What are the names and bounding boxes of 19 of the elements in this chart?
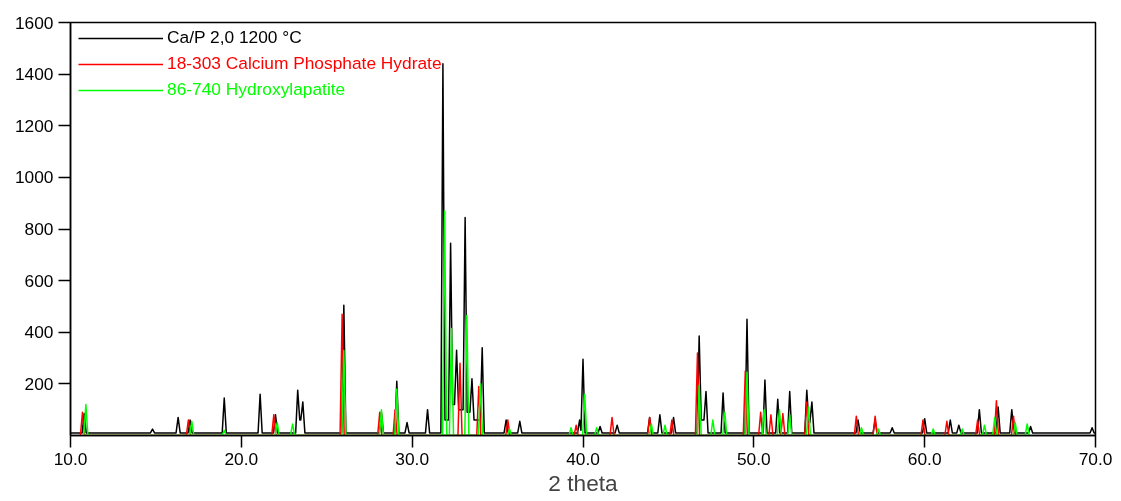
y-tick-label: 1000 xyxy=(14,167,54,188)
legend-label: 86-740 Hydroxylapatite xyxy=(167,79,346,100)
x-tick-label: 50.0 xyxy=(736,448,771,469)
y-tick-label: 1200 xyxy=(14,115,54,136)
x-tick-label: 30.0 xyxy=(395,448,430,469)
x-tick-label: 70.0 xyxy=(1078,448,1113,469)
x-tick-label: 10.0 xyxy=(53,448,88,469)
x-tick-label: 40.0 xyxy=(566,448,600,469)
y-tick-label: 1400 xyxy=(14,64,54,85)
x-tick-label: 60.0 xyxy=(907,448,942,469)
legend-label: Ca/P 2,0 1200 °C xyxy=(167,27,302,48)
y-tick-label: 600 xyxy=(24,270,54,291)
legend-label: 18-303 Calcium Phosphate Hydrate xyxy=(167,53,442,74)
y-tick-label: 400 xyxy=(24,322,54,343)
y-tick-label: 1600 xyxy=(14,12,54,33)
x-axis-title: 2 theta xyxy=(548,469,619,496)
y-tick-label: 800 xyxy=(24,219,54,239)
y-tick-label: 200 xyxy=(24,373,54,394)
x-tick-label: 20.0 xyxy=(224,448,259,469)
